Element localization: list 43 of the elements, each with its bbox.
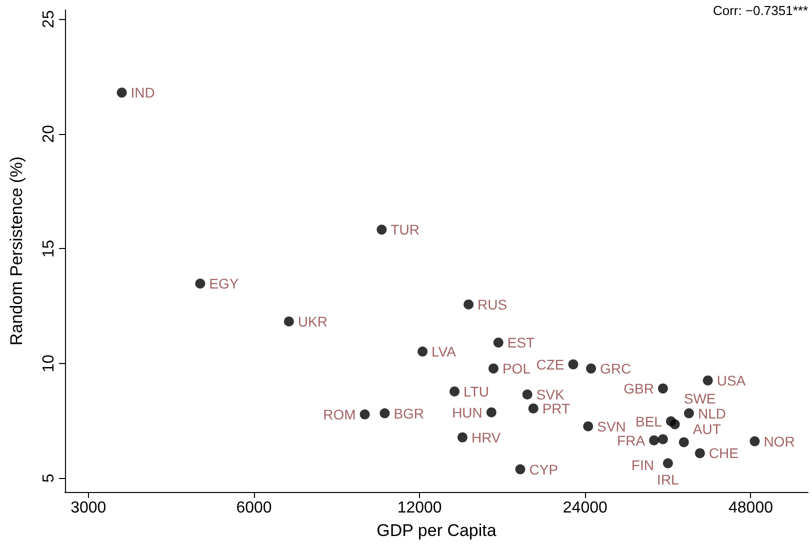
data-label: FRA <box>617 432 646 448</box>
data-label: SVK <box>536 386 566 402</box>
y-tick-label: 5 <box>40 474 58 483</box>
data-label: HUN <box>452 404 482 420</box>
data-label: LVA <box>432 344 457 360</box>
data-label: HRV <box>471 429 502 446</box>
data-label: ROM <box>323 406 356 422</box>
y-tick-label: 20 <box>40 124 58 143</box>
y-tick-label: 25 <box>40 10 58 28</box>
x-tick-label: 12000 <box>397 500 442 516</box>
data-label: TUR <box>390 222 420 238</box>
data-label: IRL <box>657 471 680 488</box>
data-label: SWE <box>684 390 716 406</box>
data-label: RUS <box>478 296 508 312</box>
data-label: BEL <box>635 413 662 430</box>
data-label: IND <box>130 84 155 101</box>
x-tick-label: 24000 <box>562 500 608 516</box>
data-label: EST <box>507 334 536 351</box>
data-label: EGY <box>209 276 240 292</box>
data-label: GRC <box>600 360 632 377</box>
y-tick-label: 15 <box>40 240 58 258</box>
data-label: CHE <box>708 445 738 462</box>
data-label: POL <box>502 360 531 377</box>
y-tick-label: 10 <box>40 354 58 372</box>
data-label: GBR <box>624 380 654 396</box>
data-label: LTU <box>464 383 489 400</box>
data-label: SVN <box>597 418 626 434</box>
x-tick-label: 48000 <box>728 500 774 516</box>
data-label: UKR <box>298 313 328 330</box>
data-label: FIN <box>631 457 654 474</box>
annotation: Corr: −0.7351*** <box>712 3 808 18</box>
data-label: BGR <box>394 405 424 422</box>
x-axis-title: GDP per Capita <box>376 521 497 540</box>
data-label: NOR <box>764 433 795 450</box>
x-tick-label: 3000 <box>70 500 106 516</box>
data-label: CYP <box>529 461 558 478</box>
data-label: AUT <box>692 421 722 438</box>
data-label: PRT <box>542 400 571 416</box>
data-label: NLD <box>698 405 726 422</box>
data-label: CZE <box>536 356 564 372</box>
y-axis-title: Random Persistence (%) <box>7 156 26 346</box>
x-tick-label: 6000 <box>236 500 272 516</box>
data-label: USA <box>716 372 746 388</box>
